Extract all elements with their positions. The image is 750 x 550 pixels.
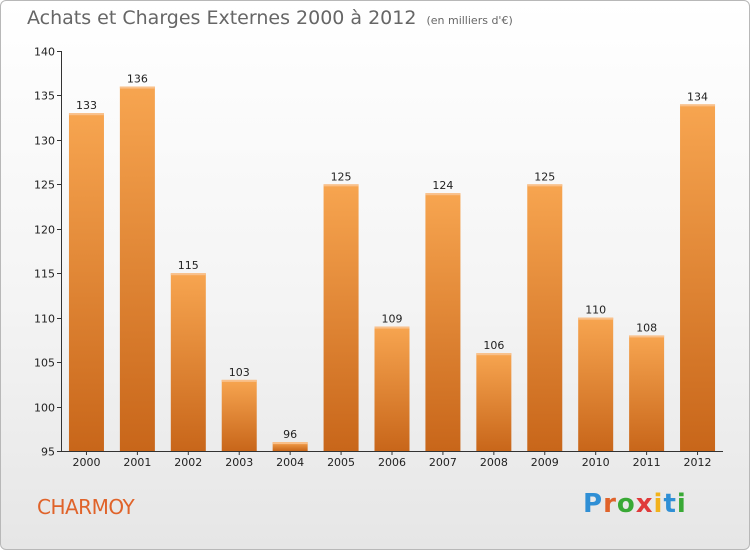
bar-value-label: 96 (283, 428, 297, 441)
bar (221, 379, 257, 451)
bar-value-label: 133 (76, 99, 97, 112)
y-tick-label: 140 (34, 46, 55, 59)
x-tick-label: 2010 (582, 456, 610, 469)
bar-highlight (578, 317, 614, 320)
y-tick-label: 100 (34, 402, 55, 415)
bar (476, 353, 512, 451)
x-tick-label: 2012 (684, 456, 712, 469)
x-tick-label: 2009 (531, 456, 559, 469)
bar (578, 317, 614, 451)
x-tick-label: 2003 (225, 456, 253, 469)
y-tick-label: 130 (34, 135, 55, 148)
bar-highlight (170, 273, 206, 276)
logo-letter: o (616, 489, 636, 519)
chart-title-text: Achats et Charges Externes 2000 à 2012 (27, 7, 417, 29)
bar-highlight (527, 184, 563, 187)
y-tick-label: 95 (41, 446, 55, 459)
x-tick-label: 2001 (123, 456, 151, 469)
bar-highlight (119, 86, 155, 89)
x-tick-label: 2007 (429, 456, 457, 469)
y-tick-label: 125 (34, 179, 55, 192)
logo-letter: i (653, 489, 664, 519)
y-tick-label: 120 (34, 224, 55, 237)
logo-letter: t (663, 489, 677, 519)
bar-value-label: 136 (127, 73, 148, 86)
bar-value-label: 125 (331, 170, 352, 183)
x-tick-label: 2004 (276, 456, 304, 469)
logo-letter: i (676, 489, 687, 519)
bar (680, 104, 716, 451)
y-tick-label: 135 (34, 90, 55, 103)
bar (68, 113, 104, 451)
bar-value-label: 103 (229, 366, 250, 379)
bar-value-label: 124 (432, 179, 453, 192)
chart-title: Achats et Charges Externes 2000 à 2012 (e… (27, 7, 513, 29)
x-tick-label: 2002 (174, 456, 202, 469)
bar-highlight (425, 193, 461, 196)
bar-value-label: 108 (636, 321, 657, 334)
x-tick-label: 2005 (327, 456, 355, 469)
bar-highlight (221, 379, 257, 382)
bar-value-label: 109 (382, 313, 403, 326)
bar (374, 326, 410, 451)
bar (272, 442, 308, 451)
y-tick-label: 105 (34, 357, 55, 370)
x-tick-label: 2008 (480, 456, 508, 469)
bar-value-label: 110 (585, 304, 606, 317)
x-tick-label: 2011 (633, 456, 661, 469)
logo-letter: x (635, 489, 654, 519)
bar-value-label: 134 (687, 90, 708, 103)
bar-highlight (272, 442, 308, 445)
bar (425, 193, 461, 451)
bar-highlight (476, 353, 512, 356)
bar-highlight (629, 335, 665, 338)
y-tick-label: 110 (34, 313, 55, 326)
bar-value-label: 115 (178, 259, 199, 272)
bar (527, 184, 563, 452)
bar-value-label: 106 (483, 339, 504, 352)
x-tick-label: 2000 (72, 456, 100, 469)
bar-highlight (323, 184, 359, 187)
bar (119, 86, 155, 452)
bar-highlight (68, 113, 104, 116)
unit-note: (en milliers d'€) (426, 14, 513, 27)
bar-highlight (680, 104, 716, 107)
x-tick-label: 2006 (378, 456, 406, 469)
bar (323, 184, 359, 452)
bar (629, 335, 665, 451)
bar-value-label: 125 (534, 170, 555, 183)
y-tick-label: 115 (34, 268, 55, 281)
proxiti-logo: Proxiti (583, 489, 687, 519)
town-name: CHARMOY (37, 495, 135, 519)
logo-letter: r (603, 489, 617, 519)
logo-letter: P (583, 489, 604, 519)
bar (170, 273, 206, 451)
bar-highlight (374, 326, 410, 329)
